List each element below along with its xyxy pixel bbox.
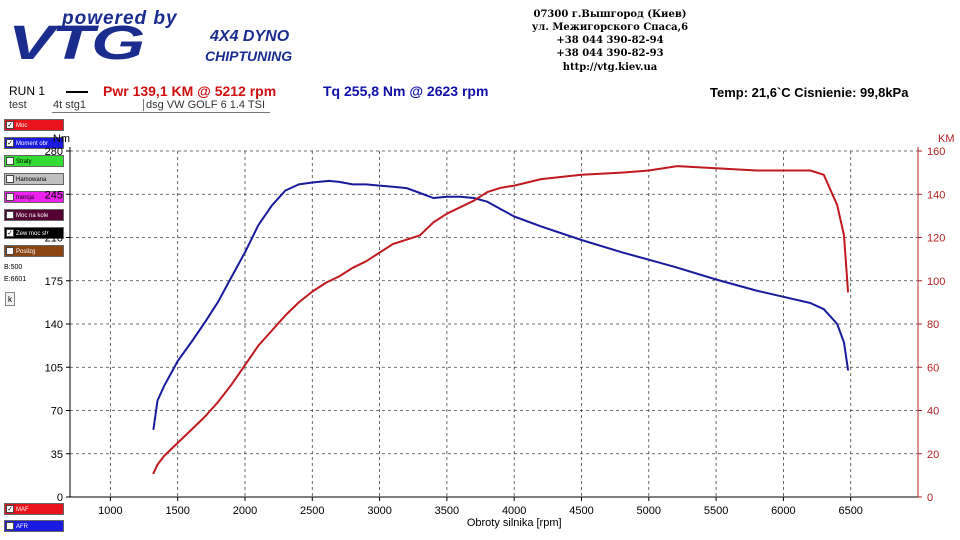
x-tick-label: 3000 <box>367 505 391 517</box>
legend-item-3[interactable]: Hamowana <box>4 173 64 185</box>
right-tick-label: 40 <box>927 406 939 418</box>
right-tick-label: 80 <box>927 319 939 331</box>
car-description: dsg VW GOLF 6 1.4 TSI <box>143 99 265 111</box>
logo-4x4-dyno: 4X4 DYNO <box>210 28 290 45</box>
legend-bottom-item-0[interactable]: ✓ MAF <box>4 503 64 515</box>
left-axis-unit: Nm <box>53 133 70 145</box>
logo-chiptuning: CHIPTUNING <box>205 48 293 64</box>
legend-item-7[interactable]: Poslizg <box>4 245 64 257</box>
left-tick-label: 140 <box>45 319 63 331</box>
legend-item-label: Poslizg <box>16 249 36 255</box>
left-tick-label: 105 <box>45 362 63 374</box>
legend-item-checkbox[interactable] <box>6 157 14 165</box>
k-button[interactable]: k <box>5 292 15 306</box>
x-tick-label: 2500 <box>300 505 324 517</box>
address-line-2: ул. Межигорского Спаса,6 <box>531 22 689 33</box>
run-label: RUN 1 <box>9 84 46 98</box>
x-tick-label: 3500 <box>435 505 459 517</box>
left-tick-label: 245 <box>45 189 63 201</box>
torque-curve <box>152 179 849 430</box>
begin-rpm-note: B:500 <box>4 264 23 271</box>
address-line-1: 07300 г.Вышгород (Киев) <box>533 9 687 20</box>
legend-item-checkbox[interactable]: ✓ <box>6 139 14 147</box>
right-tick-label: 100 <box>927 276 945 288</box>
peak-torque-readout: Tq 255,8 Nm @ 2623 rpm <box>323 83 489 99</box>
power-curve <box>152 165 849 475</box>
x-tick-label: 5000 <box>637 505 661 517</box>
peak-power-readout: Pwr 139,1 KM @ 5212 rpm <box>103 83 277 99</box>
right-tick-label: 0 <box>927 492 933 504</box>
legend-bottom-item-1[interactable]: AFR <box>4 520 64 532</box>
left-tick-label: 70 <box>51 406 63 418</box>
right-tick-label: 20 <box>927 449 939 461</box>
logo-vtg: VTG <box>8 17 145 70</box>
run-info-underline <box>52 112 270 113</box>
legend-bottom-item-label: AFR <box>16 524 28 530</box>
legend-item-checkbox[interactable]: ✓ <box>6 229 14 237</box>
legend-bottom-item-checkbox[interactable] <box>6 522 14 530</box>
legend-bottom-item-label: MAF <box>16 507 29 513</box>
legend-item-label: Moment obr <box>16 141 49 147</box>
end-rpm-note: E:6601 <box>4 276 27 283</box>
right-tick-label: 60 <box>927 362 939 374</box>
legend-item-checkbox[interactable] <box>6 193 14 201</box>
legend-item-label: Inercja <box>16 195 35 201</box>
right-tick-label: 160 <box>927 146 945 158</box>
run-name: test <box>9 99 27 111</box>
left-tick-label: 0 <box>57 492 63 504</box>
legend-item-0[interactable]: ✓ Moc <box>4 119 64 131</box>
website-url: http://vtg.kiev.ua <box>562 62 658 73</box>
legend-item-2[interactable]: Straty <box>4 155 64 167</box>
x-tick-label: 2000 <box>233 505 257 517</box>
legend-item-label: Zew moc str <box>16 231 49 237</box>
legend-item-checkbox[interactable] <box>6 247 14 255</box>
legend-item-checkbox[interactable] <box>6 175 14 183</box>
right-tick-label: 140 <box>927 189 945 201</box>
phone-1: +38 044 390-82-94 <box>556 35 664 46</box>
x-tick-label: 4500 <box>569 505 593 517</box>
right-axis-unit: KM <box>938 133 955 145</box>
left-tick-label: 35 <box>51 449 63 461</box>
legend-item-1[interactable]: ✓ Moment obr <box>4 137 64 149</box>
legend-item-4[interactable]: Inercja <box>4 191 64 203</box>
legend-bottom-item-checkbox[interactable]: ✓ <box>6 505 14 513</box>
left-tick-label: 280 <box>45 146 63 158</box>
legend-item-checkbox[interactable] <box>6 211 14 219</box>
logo-powered-by: powered by <box>62 8 178 29</box>
x-tick-label: 6000 <box>771 505 795 517</box>
run-stage: 4t stg1 <box>53 99 87 111</box>
x-tick-label: 4000 <box>502 505 526 517</box>
x-axis-label: Obroty silnika [rpm] <box>467 517 562 529</box>
legend-item-label: Moc na kole <box>16 213 49 219</box>
x-tick-label: 6500 <box>838 505 862 517</box>
run-line-sample <box>66 91 88 93</box>
ambient-conditions: Temp: 21,6`C Cisnienie: 99,8kPa <box>710 85 909 100</box>
x-tick-label: 1000 <box>98 505 122 517</box>
left-tick-label: 210 <box>45 233 63 245</box>
legend-item-checkbox[interactable]: ✓ <box>6 121 14 129</box>
left-tick-label: 175 <box>45 276 63 288</box>
legend-item-6[interactable]: ✓ Zew moc str <box>4 227 64 239</box>
legend-item-5[interactable]: Moc na kole <box>4 209 64 221</box>
right-tick-label: 120 <box>927 233 945 245</box>
legend-item-label: Hamowana <box>16 177 47 183</box>
legend-item-label: Straty <box>16 159 32 165</box>
x-tick-label: 5500 <box>704 505 728 517</box>
legend-item-label: Moc <box>16 123 28 129</box>
x-tick-label: 1500 <box>165 505 189 517</box>
phone-2: +38 044 390-82-93 <box>556 48 664 59</box>
